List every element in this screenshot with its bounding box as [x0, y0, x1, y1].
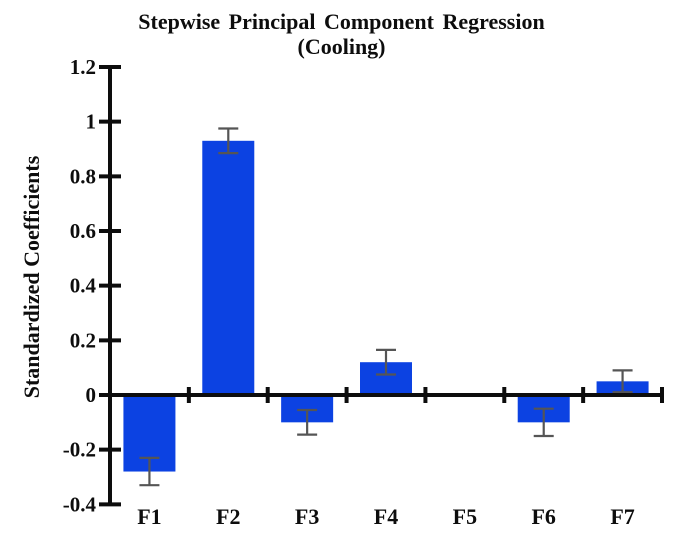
y-tick-label-0.2: 0.2: [70, 328, 96, 352]
y-tick-label-1.2: 1.2: [70, 55, 96, 79]
x-axis-label-F6: F6: [531, 504, 555, 529]
bar-F2: [202, 140, 255, 395]
chart-subtitle: (Cooling): [297, 34, 386, 59]
y-tick-label-0.6: 0.6: [70, 219, 96, 243]
chart-title: Stepwise Principal Component Regression: [138, 9, 545, 34]
x-axis-label-F3: F3: [295, 504, 319, 529]
y-tick-label-0.8: 0.8: [70, 164, 96, 188]
y-tick-label--0.4: -0.4: [63, 492, 97, 516]
y-tick-label-0.4: 0.4: [70, 274, 97, 298]
x-axis-label-F2: F2: [216, 504, 240, 529]
y-tick-label--0.2: -0.2: [63, 438, 96, 462]
x-axis-label-F7: F7: [610, 504, 634, 529]
x-axis-label-F5: F5: [453, 504, 477, 529]
chart-title-block: Stepwise Principal Component Regression …: [0, 9, 683, 59]
x-axis-label-F1: F1: [137, 504, 161, 529]
x-axis-label-F4: F4: [374, 504, 398, 529]
y-tick-label-0: 0: [86, 383, 97, 407]
y-tick-label-1: 1: [86, 110, 97, 134]
